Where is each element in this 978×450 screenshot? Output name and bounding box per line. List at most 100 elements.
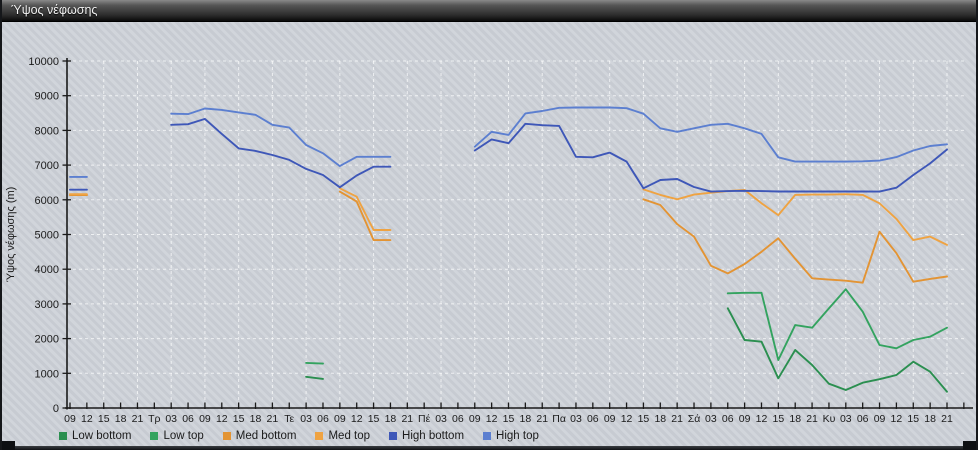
svg-text:09: 09 — [874, 413, 886, 425]
svg-text:09: 09 — [334, 413, 346, 425]
svg-text:12: 12 — [756, 413, 768, 425]
svg-text:15: 15 — [638, 413, 650, 425]
svg-text:18: 18 — [115, 413, 127, 425]
svg-text:18: 18 — [654, 413, 666, 425]
legend-label: Med bottom — [235, 430, 297, 442]
svg-text:15: 15 — [98, 413, 110, 425]
legend-item-high-top: High top — [483, 430, 539, 442]
svg-text:5000: 5000 — [35, 230, 59, 242]
svg-text:06: 06 — [857, 413, 869, 425]
legend-swatch — [315, 432, 324, 440]
window-bottom-edge — [2, 446, 976, 450]
legend-item-low-top: Low top — [150, 430, 204, 442]
svg-text:Τρ: Τρ — [148, 413, 160, 425]
series-med-top — [69, 187, 948, 246]
svg-text:Πα: Πα — [552, 413, 566, 425]
legend-item-med-top: Med top — [315, 430, 370, 442]
legend-swatch — [59, 432, 67, 440]
svg-text:0: 0 — [53, 403, 59, 415]
svg-text:18: 18 — [789, 413, 801, 425]
svg-text:15: 15 — [368, 413, 380, 425]
svg-text:03: 03 — [840, 413, 852, 425]
legend-swatch — [222, 432, 231, 440]
svg-text:18: 18 — [385, 413, 397, 425]
legend-swatch — [483, 432, 492, 440]
svg-text:06: 06 — [182, 413, 194, 425]
svg-text:Σά: Σά — [688, 413, 701, 425]
svg-text:2000: 2000 — [35, 334, 59, 346]
svg-text:21: 21 — [671, 413, 683, 425]
svg-text:06: 06 — [722, 413, 734, 425]
svg-text:09: 09 — [199, 413, 211, 425]
legend-item-high-bottom: High bottom — [389, 430, 464, 442]
svg-text:Κυ: Κυ — [823, 413, 836, 425]
svg-text:03: 03 — [705, 413, 717, 425]
svg-text:6000: 6000 — [35, 195, 59, 207]
svg-text:12: 12 — [486, 413, 498, 425]
series-low-top — [305, 288, 948, 365]
legend-label: High bottom — [402, 430, 465, 442]
svg-text:09: 09 — [604, 413, 616, 425]
svg-text:03: 03 — [435, 413, 447, 425]
legend-label: High top — [496, 430, 539, 442]
svg-text:21: 21 — [941, 413, 953, 425]
series-high-bottom — [69, 117, 948, 193]
svg-text:15: 15 — [773, 413, 785, 425]
window-title: Ύψος νέφωσης — [11, 3, 98, 17]
window-corner-left — [2, 441, 15, 450]
svg-text:3000: 3000 — [35, 299, 59, 311]
svg-text:03: 03 — [165, 413, 177, 425]
svg-text:15: 15 — [233, 413, 245, 425]
svg-text:Πέ: Πέ — [418, 413, 431, 425]
series-high-top — [69, 106, 948, 178]
svg-text:09: 09 — [739, 413, 751, 425]
gridlines — [67, 60, 967, 408]
series-low-bottom — [305, 307, 948, 393]
svg-text:18: 18 — [924, 413, 936, 425]
svg-text:09: 09 — [469, 413, 481, 425]
legend-item-low-bottom: Low bottom — [59, 430, 131, 442]
svg-text:18: 18 — [520, 413, 532, 425]
x-tick-labels: 09 12 15 18 21 Τρ 03 06 09 12 15 18 21 Τε 03 06 09 12 15 18… — [64, 413, 953, 425]
svg-text:21: 21 — [267, 413, 279, 425]
svg-text:12: 12 — [891, 413, 903, 425]
y-axis-title: Ύψος νέφωσης (m) — [5, 187, 17, 283]
window-title-bar[interactable]: Ύψος νέφωσης — [2, 0, 976, 22]
svg-text:Τε: Τε — [284, 413, 294, 425]
svg-text:09: 09 — [64, 413, 76, 425]
svg-text:15: 15 — [907, 413, 919, 425]
svg-text:12: 12 — [621, 413, 633, 425]
svg-text:03: 03 — [570, 413, 582, 425]
axes — [65, 58, 973, 410]
y-tick-labels: 0 1000 2000 3000 4000 5000 6000 7000 8000 9000 100… — [28, 56, 59, 415]
chart-legend: Low bottom Low top Med bottom Med top High b… — [59, 428, 539, 444]
svg-text:06: 06 — [452, 413, 464, 425]
legend-label: Med top — [328, 430, 371, 442]
window-resize-corner[interactable] — [963, 441, 976, 450]
legend-label: Low bottom — [72, 430, 132, 442]
legend-swatch — [150, 432, 159, 440]
svg-text:06: 06 — [587, 413, 599, 425]
legend-item-med-bottom: Med bottom — [222, 430, 297, 442]
svg-text:12: 12 — [351, 413, 363, 425]
legend-label: Low top — [163, 430, 204, 442]
svg-text:12: 12 — [81, 413, 93, 425]
svg-text:06: 06 — [317, 413, 329, 425]
axis-ticks — [62, 60, 965, 409]
svg-text:18: 18 — [250, 413, 262, 425]
legend-swatch — [389, 432, 398, 440]
svg-text:4000: 4000 — [35, 264, 59, 276]
svg-text:03: 03 — [300, 413, 312, 425]
svg-text:8000: 8000 — [35, 125, 59, 137]
svg-text:9000: 9000 — [35, 91, 59, 103]
svg-text:21: 21 — [401, 413, 413, 425]
svg-text:12: 12 — [216, 413, 228, 425]
svg-text:15: 15 — [503, 413, 515, 425]
svg-text:1000: 1000 — [35, 368, 59, 380]
svg-text:7000: 7000 — [35, 160, 59, 172]
svg-text:21: 21 — [806, 413, 818, 425]
svg-text:21: 21 — [536, 413, 548, 425]
svg-text:10000: 10000 — [28, 56, 59, 68]
